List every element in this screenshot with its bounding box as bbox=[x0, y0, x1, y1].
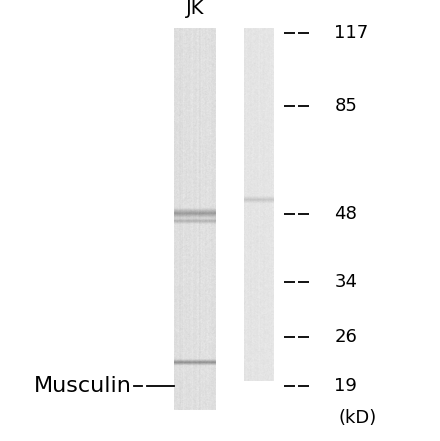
Text: 85: 85 bbox=[334, 97, 357, 115]
Text: (kD): (kD) bbox=[339, 409, 377, 427]
Text: 19: 19 bbox=[334, 377, 357, 395]
Text: 117: 117 bbox=[334, 24, 369, 42]
Text: Musculin: Musculin bbox=[34, 376, 132, 396]
Text: 34: 34 bbox=[334, 273, 357, 291]
Text: 48: 48 bbox=[334, 205, 357, 223]
Text: 26: 26 bbox=[334, 329, 357, 346]
Text: JK: JK bbox=[186, 0, 204, 18]
